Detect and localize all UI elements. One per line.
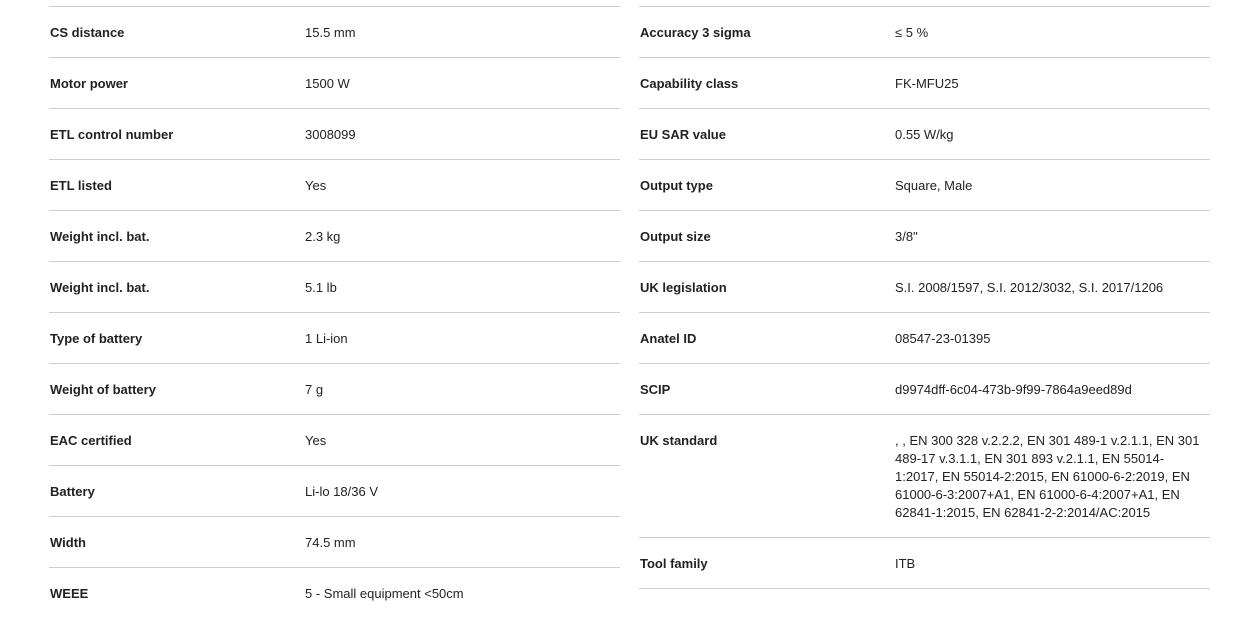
spec-label: Tool family [640,556,708,571]
spec-label: Type of battery [50,331,143,346]
spec-row: ETL listed Yes [49,159,620,210]
spec-value: d9974dff-6c04-473b-9f99-7864a9eed89d [895,382,1132,397]
spec-label: EU SAR value [640,127,726,142]
specs-table-right: Accuracy 3 sigma ≤ 5 % Capability class FK-… [639,6,1210,589]
spec-value: 0.55 W/kg [895,127,954,142]
spec-label: CS distance [50,25,125,40]
spec-value: 1 Li-ion [305,331,348,346]
spec-value: 74.5 mm [305,535,356,550]
spec-value: 2.3 kg [305,229,341,244]
spec-row: Weight incl. bat. 5.1 lb [49,261,620,312]
spec-value: 5.1 lb [305,280,337,295]
spec-label: UK standard [640,433,718,448]
spec-value: S.I. 2008/1597, S.I. 2012/3032, S.I. 201… [895,280,1164,295]
spec-row: EAC certified Yes [49,414,620,465]
spec-value: 3/8" [895,229,918,244]
spec-row: Battery Li-lo 18/36 V [49,465,620,516]
spec-label: UK legislation [640,280,727,295]
spec-row: UK standard , , EN 300 328 v.2.2.2, EN 30… [639,414,1210,537]
spec-row: CS distance 15.5 mm [49,6,620,57]
spec-label: Battery [50,484,95,499]
spec-value: Yes [305,433,327,448]
spec-value: Li-lo 18/36 V [305,484,378,499]
spec-value: Yes [305,178,327,193]
spec-row: SCIP d9974dff-6c04-473b-9f99-7864a9eed89d [639,363,1210,414]
spec-value: , , EN 300 328 v.2.2.2, EN 301 489-1 v.2… [895,433,1200,520]
spec-row: Anatel ID 08547-23-01395 [639,312,1210,363]
spec-row: Width 74.5 mm [49,516,620,567]
spec-label: Anatel ID [640,331,697,346]
spec-value: 5 - Small equipment <50cm [305,586,464,601]
spec-row: WEEE 5 - Small equipment <50cm [49,567,620,618]
spec-value: 1500 W [305,76,350,91]
spec-row: EU SAR value 0.55 W/kg [639,108,1210,159]
spec-label: Weight incl. bat. [50,229,150,244]
spec-label: Weight incl. bat. [50,280,150,295]
spec-label: ETL control number [50,127,174,142]
spec-value: 3008099 [305,127,356,142]
spec-value: 7 g [305,382,324,397]
spec-row: Output type Square, Male [639,159,1210,210]
spec-label: Accuracy 3 sigma [640,25,751,40]
spec-value: 08547-23-01395 [895,331,991,346]
spec-label: Output type [640,178,713,193]
spec-value: FK-MFU25 [895,76,959,91]
spec-label: Weight of battery [50,382,156,397]
spec-row: Accuracy 3 sigma ≤ 5 % [639,6,1210,57]
spec-label: Motor power [50,76,128,91]
spec-label: EAC certified [50,433,132,448]
spec-value: ≤ 5 % [895,25,929,40]
spec-label: ETL listed [50,178,112,193]
spec-label: SCIP [640,382,671,397]
spec-value: 15.5 mm [305,25,356,40]
spec-row: Tool family ITB [639,537,1210,589]
spec-row: ETL control number 3008099 [49,108,620,159]
spec-value: ITB [895,556,916,571]
spec-value: Square, Male [895,178,973,193]
spec-label: WEEE [50,586,89,601]
spec-label: Width [50,535,86,550]
spec-row: Type of battery 1 Li-ion [49,312,620,363]
specs-table-left: CS distance 15.5 mm Motor power 1500 W ETL c… [49,6,620,618]
spec-row: Weight incl. bat. 2.3 kg [49,210,620,261]
spec-label: Output size [640,229,711,244]
spec-row: Motor power 1500 W [49,57,620,108]
spec-row: UK legislation S.I. 2008/1597, S.I. 2012/… [639,261,1210,312]
spec-row: Weight of battery 7 g [49,363,620,414]
spec-label: Capability class [640,76,739,91]
spec-row: Output size 3/8" [639,210,1210,261]
spec-row: Capability class FK-MFU25 [639,57,1210,108]
